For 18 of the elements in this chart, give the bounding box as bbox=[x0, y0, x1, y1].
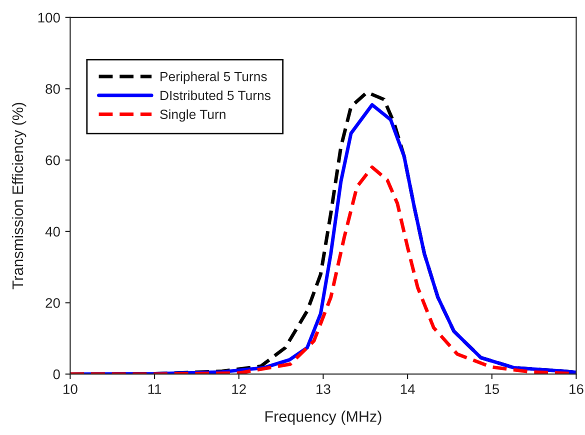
y-tick-label: 80 bbox=[46, 84, 60, 94]
y-axis-title: Transmission Efficiency (%) bbox=[12, 102, 26, 290]
y-tick-label: 0 bbox=[53, 369, 60, 380]
legend-label: DIstributed 5 Turns bbox=[160, 90, 270, 100]
legend-label: Single Turn bbox=[160, 109, 226, 122]
y-tick-label: 60 bbox=[46, 155, 60, 166]
x-tick-label: 10 bbox=[64, 384, 78, 394]
x-tick-label: 16 bbox=[570, 384, 584, 394]
legend-label: Peripheral 5 Turns bbox=[160, 72, 267, 84]
y-tick-label: 40 bbox=[45, 226, 60, 237]
x-tick-label: 12 bbox=[232, 384, 246, 394]
y-tick-label: 20 bbox=[46, 298, 60, 308]
x-tick-label: 15 bbox=[485, 384, 500, 394]
x-axis-title: Frequency (MHz) bbox=[265, 410, 382, 425]
y-tick-label: 100 bbox=[38, 12, 60, 23]
x-tick-label: 11 bbox=[148, 384, 162, 394]
x-tick-label: 14 bbox=[400, 384, 415, 394]
x-tick-label: 13 bbox=[316, 384, 330, 394]
